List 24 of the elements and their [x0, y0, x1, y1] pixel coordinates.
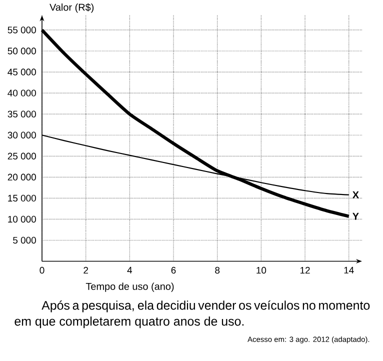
x-tick-label: 10: [256, 266, 266, 274]
y-tick-label: 45 000: [8, 68, 36, 76]
x-tick-label: 12: [300, 266, 310, 274]
x-tick-label: 2: [84, 266, 88, 274]
y-tick-label: 20 000: [8, 174, 36, 180]
series-label: Y: [352, 212, 359, 220]
x-tick-label: 14: [344, 266, 354, 274]
y-tick-label: 25 000: [8, 152, 36, 160]
x-tick-label: 6: [171, 266, 176, 274]
y-tick-label: 40 000: [8, 90, 36, 96]
y-tick-label: 30 000: [8, 132, 36, 138]
x-tick-label: 4: [127, 266, 132, 274]
x-tick-label: 0: [40, 266, 44, 274]
text: Após a pesquisa, ela decidiu vender os veículos no momento em que completarem quatro anos de uso.: [14, 300, 370, 328]
y-tick-label: 55 000: [8, 26, 36, 34]
y-tick-label: 5 000: [13, 236, 36, 244]
series-label: X: [352, 191, 359, 198]
y-tick-label: 50 000: [8, 48, 36, 54]
x-tick-label: 8: [215, 266, 220, 274]
y-tick-label: 10 000: [8, 216, 36, 222]
y-tick-label: 35 000: [8, 110, 36, 118]
y-axis-title: Valor (R$): [50, 3, 94, 13]
y-tick-label: 15 000: [8, 194, 36, 202]
x-axis-title: Tempo de uso (ano): [86, 282, 174, 292]
